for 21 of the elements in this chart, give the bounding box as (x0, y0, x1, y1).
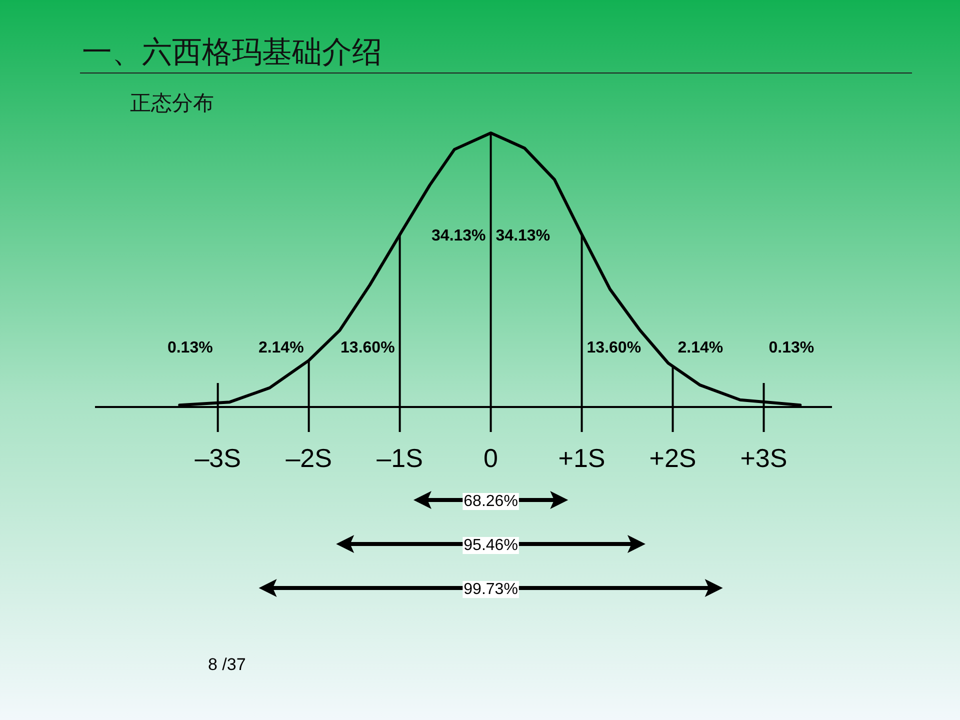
annotation: 2.14% (678, 340, 724, 357)
x-tick-label: +3S (740, 443, 788, 473)
x-tick-label: +2S (649, 443, 696, 473)
text: 68.26% (464, 493, 518, 510)
text: 8 /37 (208, 655, 246, 674)
x-tick-label: –3S (194, 443, 241, 473)
x-tick-label: –1S (376, 443, 423, 473)
x-tick-label: +1S (558, 443, 606, 473)
annotation: 0.13% (167, 340, 213, 357)
chart-title: 一、六西格玛基础介绍 (82, 36, 382, 69)
annotation: 2.14% (258, 340, 304, 357)
chart-subtitle: 正态分布 (130, 92, 214, 115)
annotation: 34.13% (432, 228, 486, 245)
annotation: 34.13% (496, 227, 550, 244)
x-tick-label: 0 (484, 443, 498, 473)
annotation: 0.13% (768, 340, 814, 357)
annotation: 13.60% (340, 340, 395, 357)
annotation: 13.60% (586, 340, 642, 357)
text: 95.46% (464, 537, 518, 554)
text: 99.73% (464, 581, 518, 598)
x-tick-label: –2S (286, 443, 332, 473)
